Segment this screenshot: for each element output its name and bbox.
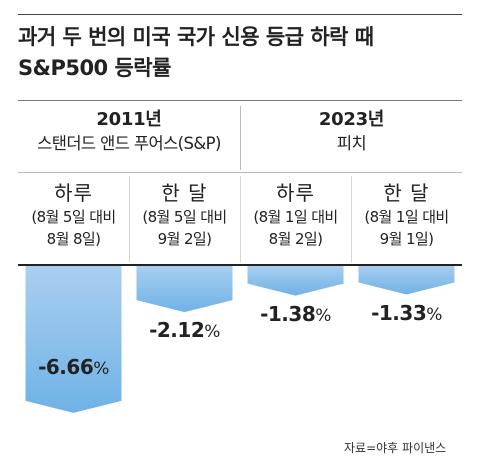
column-header-2011-day: 하루 (8월 5일 대비 8월 8일) (18, 180, 129, 250)
bar-2023-month (358, 265, 455, 295)
chart-title-line-1: 과거 두 번의 미국 국가 신용 등급 하락 때 (18, 25, 374, 49)
value-label-2011-month: -2.12% (149, 318, 220, 343)
chart-title-line-2: S&P500 등락률 (18, 56, 171, 80)
baseline (18, 264, 462, 266)
group-agency-2011: 스탠더드 앤드 푸어스(S&P) (37, 134, 221, 153)
column-header-2023-day: 하루 (8월 1일 대비 8월 2일) (240, 180, 351, 250)
column-divider-3 (351, 176, 352, 262)
group-year-2011: 2011년 (96, 109, 162, 130)
column-label: 하루 (276, 181, 315, 205)
column-note-line-2: 8월 8일) (46, 230, 101, 248)
column-note-line-2: 9월 2일) (157, 230, 212, 248)
column-note-line-2: 9월 1일) (379, 230, 434, 248)
column-note-line-1: (8월 5일 대비 (31, 208, 116, 226)
group-header-2011: 2011년 스탠더드 앤드 푸어스(S&P) (18, 108, 240, 156)
column-label: 한 달 (161, 181, 208, 205)
column-label: 하루 (54, 181, 93, 205)
header-rule (18, 100, 462, 101)
column-label: 한 달 (383, 181, 430, 205)
column-note-line-1: (8월 5일 대비 (142, 208, 227, 226)
column-header-2023-month: 한 달 (8월 1일 대비 9월 1일) (351, 180, 462, 250)
column-note-line-1: (8월 1일 대비 (364, 208, 449, 226)
bar-2023-day (247, 265, 344, 296)
top-rule (18, 14, 462, 15)
subheader-rule (18, 172, 462, 173)
group-header-2023: 2023년 피치 (241, 108, 462, 156)
value-label-2023-day: -1.38% (260, 301, 331, 326)
chart-title: 과거 두 번의 미국 국가 신용 등급 하락 때 S&P500 등락률 (18, 22, 462, 84)
column-note-line-1: (8월 1일 대비 (253, 208, 338, 226)
value-label-2011-day: -6.66% (38, 354, 109, 379)
group-agency-2023: 피치 (336, 134, 367, 153)
source-note: 자료=야후 파이낸스 (344, 441, 447, 455)
bar-2011-month (136, 265, 233, 313)
column-note-line-2: 8월 2일) (268, 230, 323, 248)
column-divider-1 (129, 176, 130, 262)
bar-2011-day (25, 265, 122, 413)
column-divider-2 (240, 176, 241, 262)
column-header-2011-month: 한 달 (8월 5일 대비 9월 2일) (129, 180, 240, 250)
group-year-2023: 2023년 (318, 109, 385, 130)
value-label-2023-month: -1.33% (371, 300, 442, 325)
group-divider (240, 106, 241, 170)
